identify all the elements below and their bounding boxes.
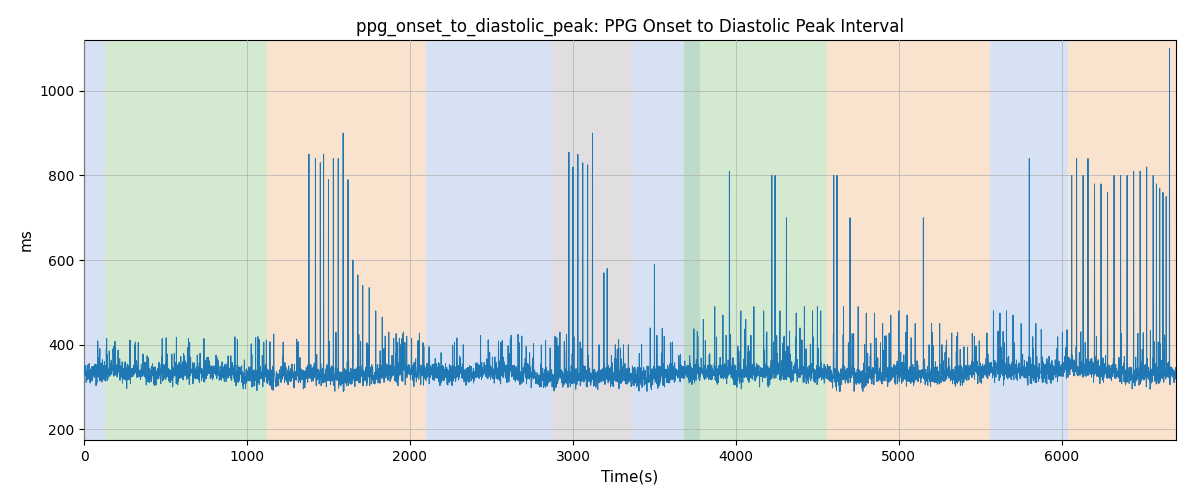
Bar bbox=[634, 40, 700, 440]
Bar bbox=[426, 40, 552, 440]
Bar bbox=[266, 40, 426, 440]
Bar bbox=[552, 40, 634, 440]
X-axis label: Time(s): Time(s) bbox=[601, 470, 659, 484]
Bar bbox=[84, 40, 106, 440]
Bar bbox=[990, 40, 1068, 440]
Y-axis label: ms: ms bbox=[18, 228, 34, 252]
Title: ppg_onset_to_diastolic_peak: PPG Onset to Diastolic Peak Interval: ppg_onset_to_diastolic_peak: PPG Onset t… bbox=[356, 18, 904, 36]
Bar bbox=[1068, 40, 1176, 440]
Bar bbox=[106, 40, 266, 440]
Bar bbox=[684, 40, 827, 440]
Bar bbox=[552, 40, 634, 440]
Bar bbox=[827, 40, 990, 440]
